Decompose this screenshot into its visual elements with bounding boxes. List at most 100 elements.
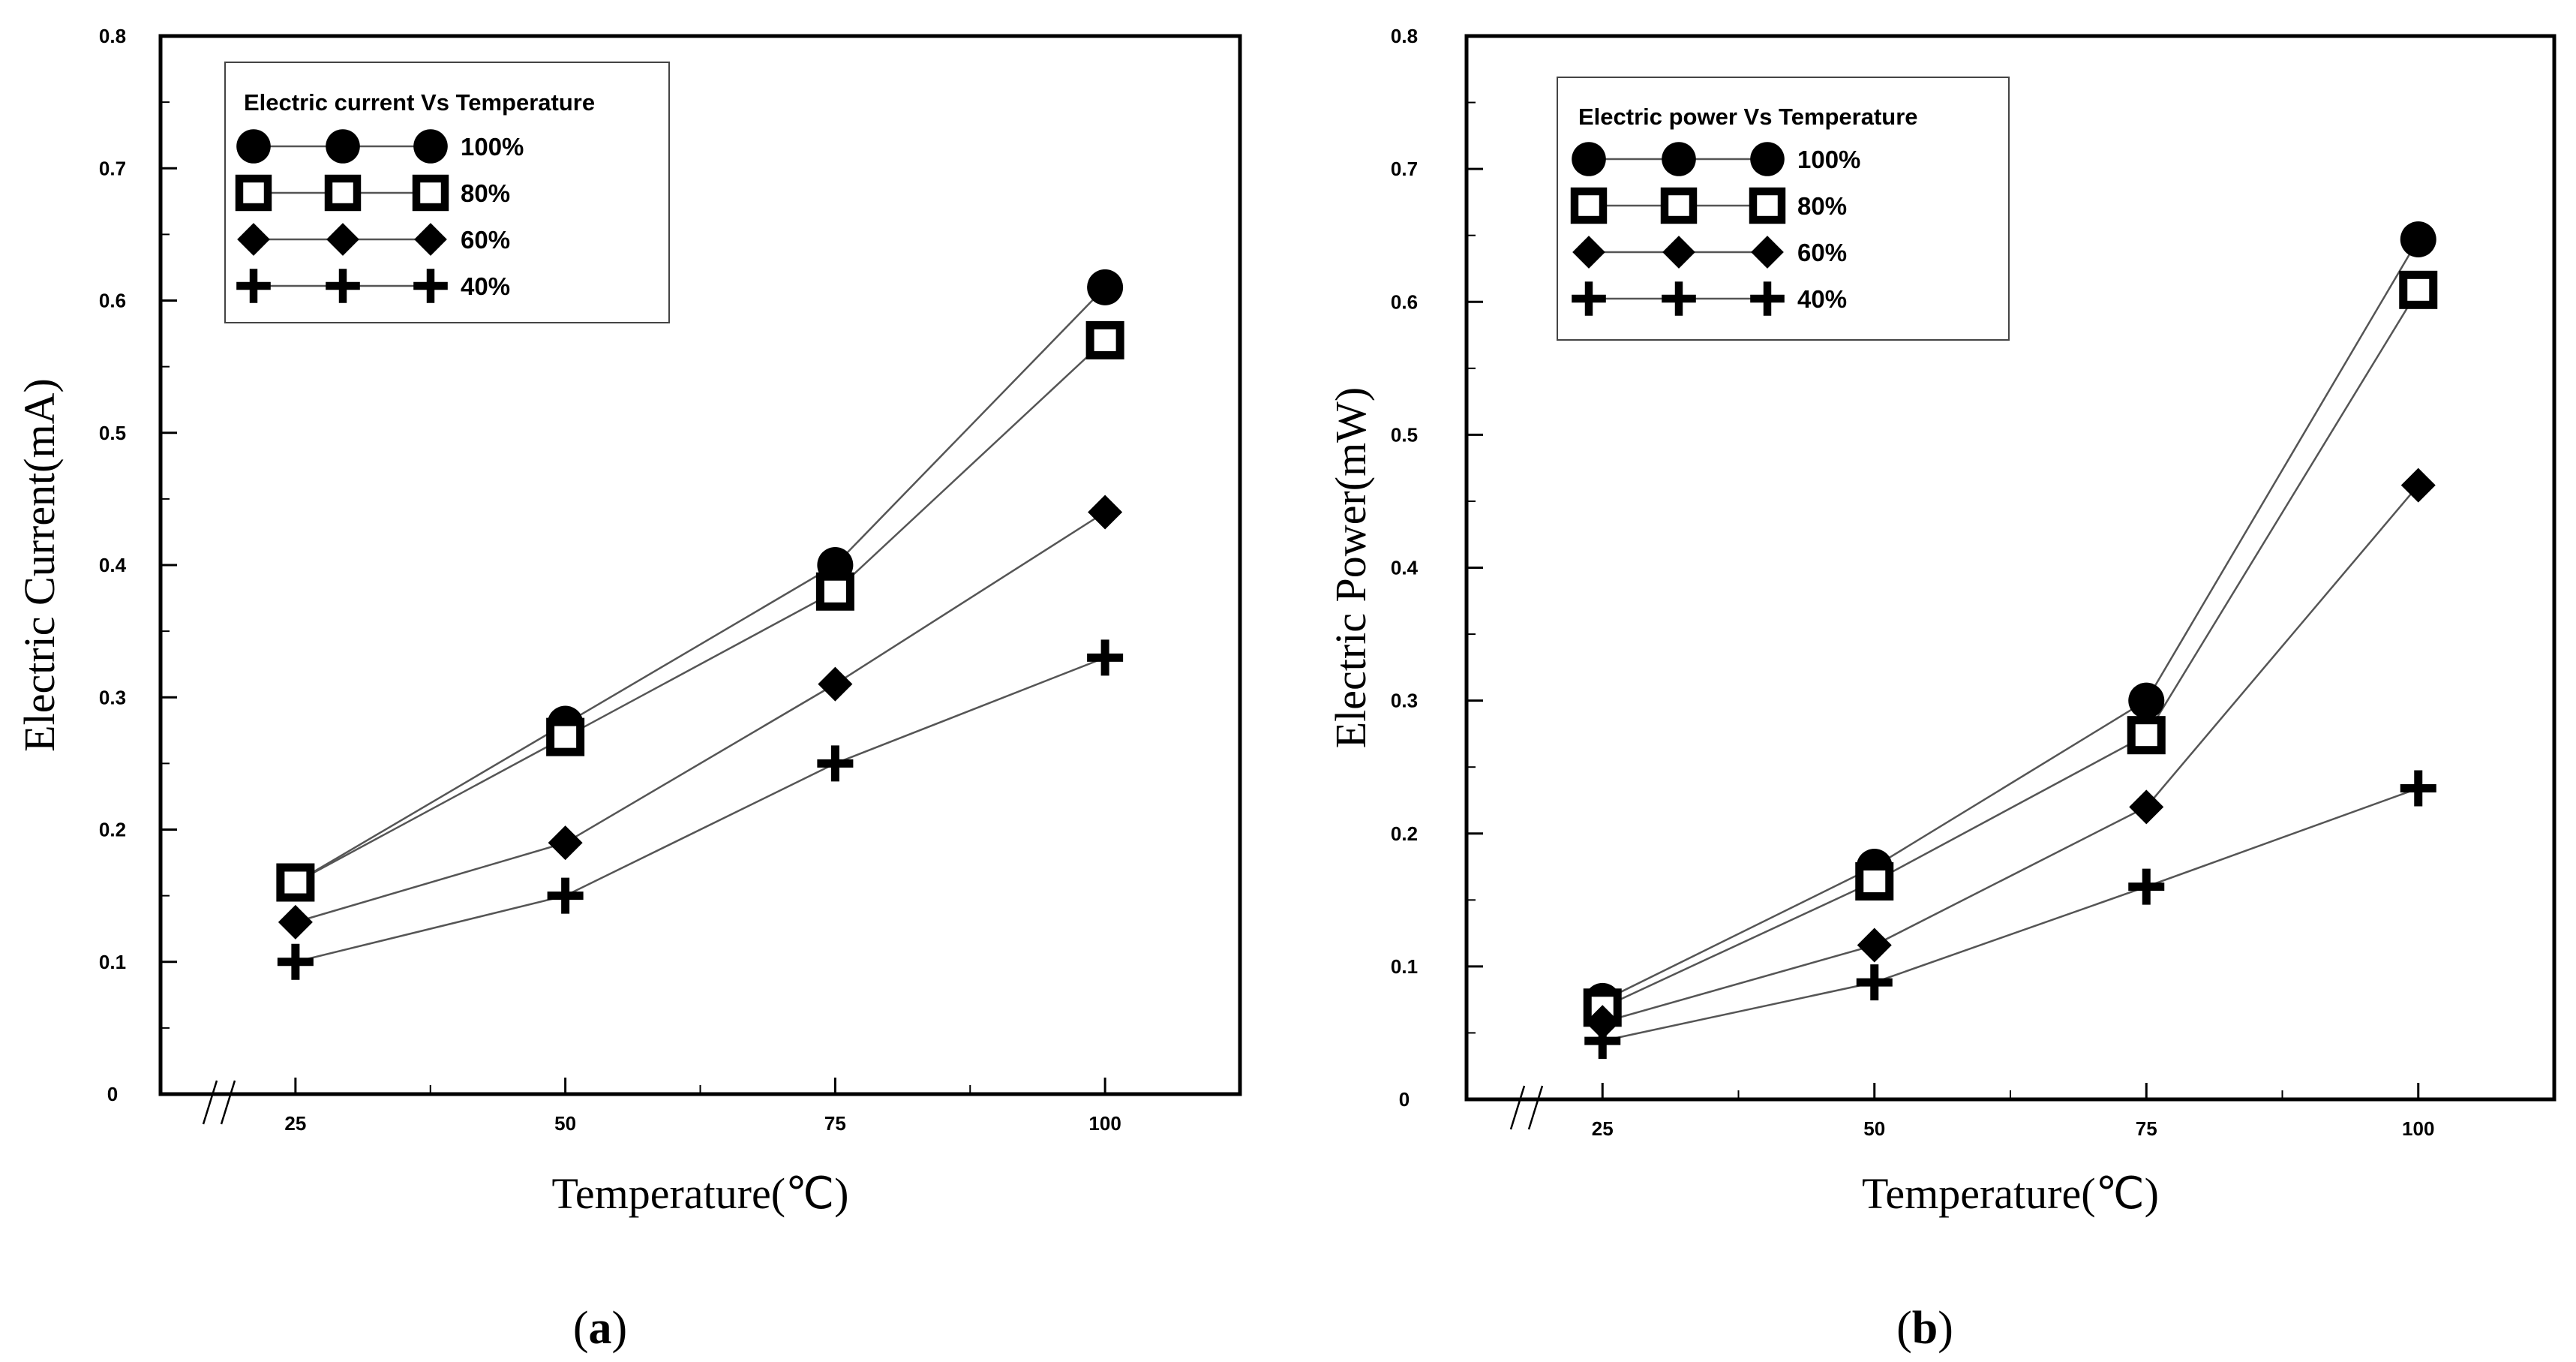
legend-marker <box>236 269 271 303</box>
data-point <box>2399 270 2438 309</box>
data-point <box>1087 269 1124 305</box>
data-point <box>1085 320 1124 359</box>
legend-marker <box>1750 281 1785 316</box>
y-tick-label: 0.3 <box>99 686 126 708</box>
x-axis-title: Temperature(℃) <box>552 1169 849 1218</box>
x-tick-label: 25 <box>1592 1117 1614 1140</box>
x-tick-label: 50 <box>554 1112 576 1135</box>
legend-marker <box>326 223 359 256</box>
data-point <box>548 825 583 861</box>
data-point <box>1087 639 1124 676</box>
legend-marker <box>236 129 271 164</box>
legend-marker <box>1749 187 1786 224</box>
series-line <box>295 657 1106 963</box>
series-line <box>1602 787 2419 1042</box>
legend-label: 80% <box>1797 192 1847 220</box>
y-tick-label: 0.1 <box>99 951 126 973</box>
legend-marker <box>414 223 447 256</box>
series-line <box>1602 289 2419 1009</box>
data-point <box>817 745 854 782</box>
data-point <box>2128 868 2165 905</box>
legend-marker <box>412 174 449 212</box>
y-tick-label: 0.3 <box>1391 690 1418 712</box>
data-point <box>546 717 585 756</box>
data-point <box>2400 770 2436 807</box>
y-tick-label: 0.8 <box>99 25 126 47</box>
legend-label: 40% <box>461 272 510 300</box>
x-tick-label: 100 <box>2402 1117 2434 1140</box>
x-tick-label: 75 <box>2136 1117 2157 1140</box>
panel-caption: (a) <box>573 1303 627 1354</box>
data-point <box>1856 964 1893 1001</box>
data-point <box>277 943 314 980</box>
data-point <box>1584 1023 1621 1060</box>
y-tick-label: 0.2 <box>99 819 126 841</box>
legend-title: Electric power Vs Temperature <box>1578 104 1918 130</box>
series-line <box>1602 484 2419 1024</box>
legend-marker <box>324 174 362 212</box>
legend-title: Electric current Vs Temperature <box>244 89 595 116</box>
legend-marker <box>413 129 448 164</box>
data-point <box>547 877 584 914</box>
series-line <box>1602 239 2419 1003</box>
axis-break-mark <box>202 1080 236 1125</box>
legend-label: 100% <box>1797 146 1860 173</box>
legend-marker <box>1662 142 1696 176</box>
legend-label: 40% <box>1797 285 1847 313</box>
y-axis-title: Electric Current(mA) <box>15 378 64 752</box>
y-tick-label: 0.1 <box>1391 955 1418 978</box>
legend-marker <box>1660 187 1698 224</box>
y-tick-label: 0.7 <box>1391 158 1418 180</box>
legend-marker <box>1572 142 1606 176</box>
legend-marker <box>1572 236 1605 269</box>
series-line <box>295 287 1106 884</box>
legend-marker <box>1662 281 1696 316</box>
legend-marker <box>237 223 270 256</box>
legend-marker <box>1572 281 1606 316</box>
legend-marker <box>1662 236 1695 269</box>
legend-label: 60% <box>461 226 510 254</box>
data-point <box>2128 682 2165 719</box>
y-tick-label: 0.6 <box>99 290 126 312</box>
data-point <box>2400 468 2436 503</box>
legend-marker <box>326 269 360 303</box>
y-tick-label: 0.4 <box>99 554 127 576</box>
data-point <box>815 572 854 611</box>
data-point <box>1088 495 1123 530</box>
data-point <box>818 666 853 702</box>
data-point <box>2400 221 2436 258</box>
legend-label: 100% <box>461 133 524 161</box>
legend-marker <box>1751 236 1784 269</box>
panel-caption: (b) <box>1896 1303 1953 1354</box>
y-tick-label: 0.5 <box>99 422 126 444</box>
data-point <box>276 863 315 902</box>
x-tick-label: 50 <box>1863 1117 1885 1140</box>
series-line <box>295 511 1106 924</box>
y-tick-label: 0 <box>107 1083 118 1105</box>
chart-panel-a: 0 0.1 0.2 0.3 0.4 0.5 0.6 0.7 0.8 25 50 75 100 Temper… <box>15 25 1242 1354</box>
data-point <box>1857 928 1892 963</box>
y-axis-title: Electric Power(mW) <box>1326 387 1375 749</box>
data-point <box>278 904 313 940</box>
chart-panel-b: 0 0.1 0.2 0.3 0.4 0.5 0.6 0.7 0.8 25 50 75 100 Temper… <box>1326 25 2556 1354</box>
data-point <box>2127 716 2166 755</box>
y-tick-label: 0 <box>1399 1088 1410 1111</box>
x-tick-label: 25 <box>284 1112 306 1135</box>
x-tick-label: 100 <box>1088 1112 1121 1135</box>
series-line <box>295 339 1106 884</box>
x-axis-title: Temperature(℃) <box>1862 1169 2159 1218</box>
legend-marker <box>235 174 272 212</box>
y-tick-label: 0.7 <box>99 157 126 179</box>
legend-marker <box>1570 187 1608 224</box>
data-point <box>1585 1005 1620 1040</box>
y-tick-label: 0.4 <box>1391 557 1419 579</box>
y-tick-label: 0.5 <box>1391 423 1418 446</box>
data-point <box>2129 789 2164 825</box>
y-tick-label: 0.8 <box>1391 25 1418 47</box>
y-tick-label: 0.6 <box>1391 290 1418 313</box>
y-tick-label: 0.2 <box>1391 822 1418 845</box>
data-point <box>1855 862 1894 901</box>
axis-break-mark <box>1509 1085 1544 1130</box>
legend-label: 60% <box>1797 239 1847 266</box>
